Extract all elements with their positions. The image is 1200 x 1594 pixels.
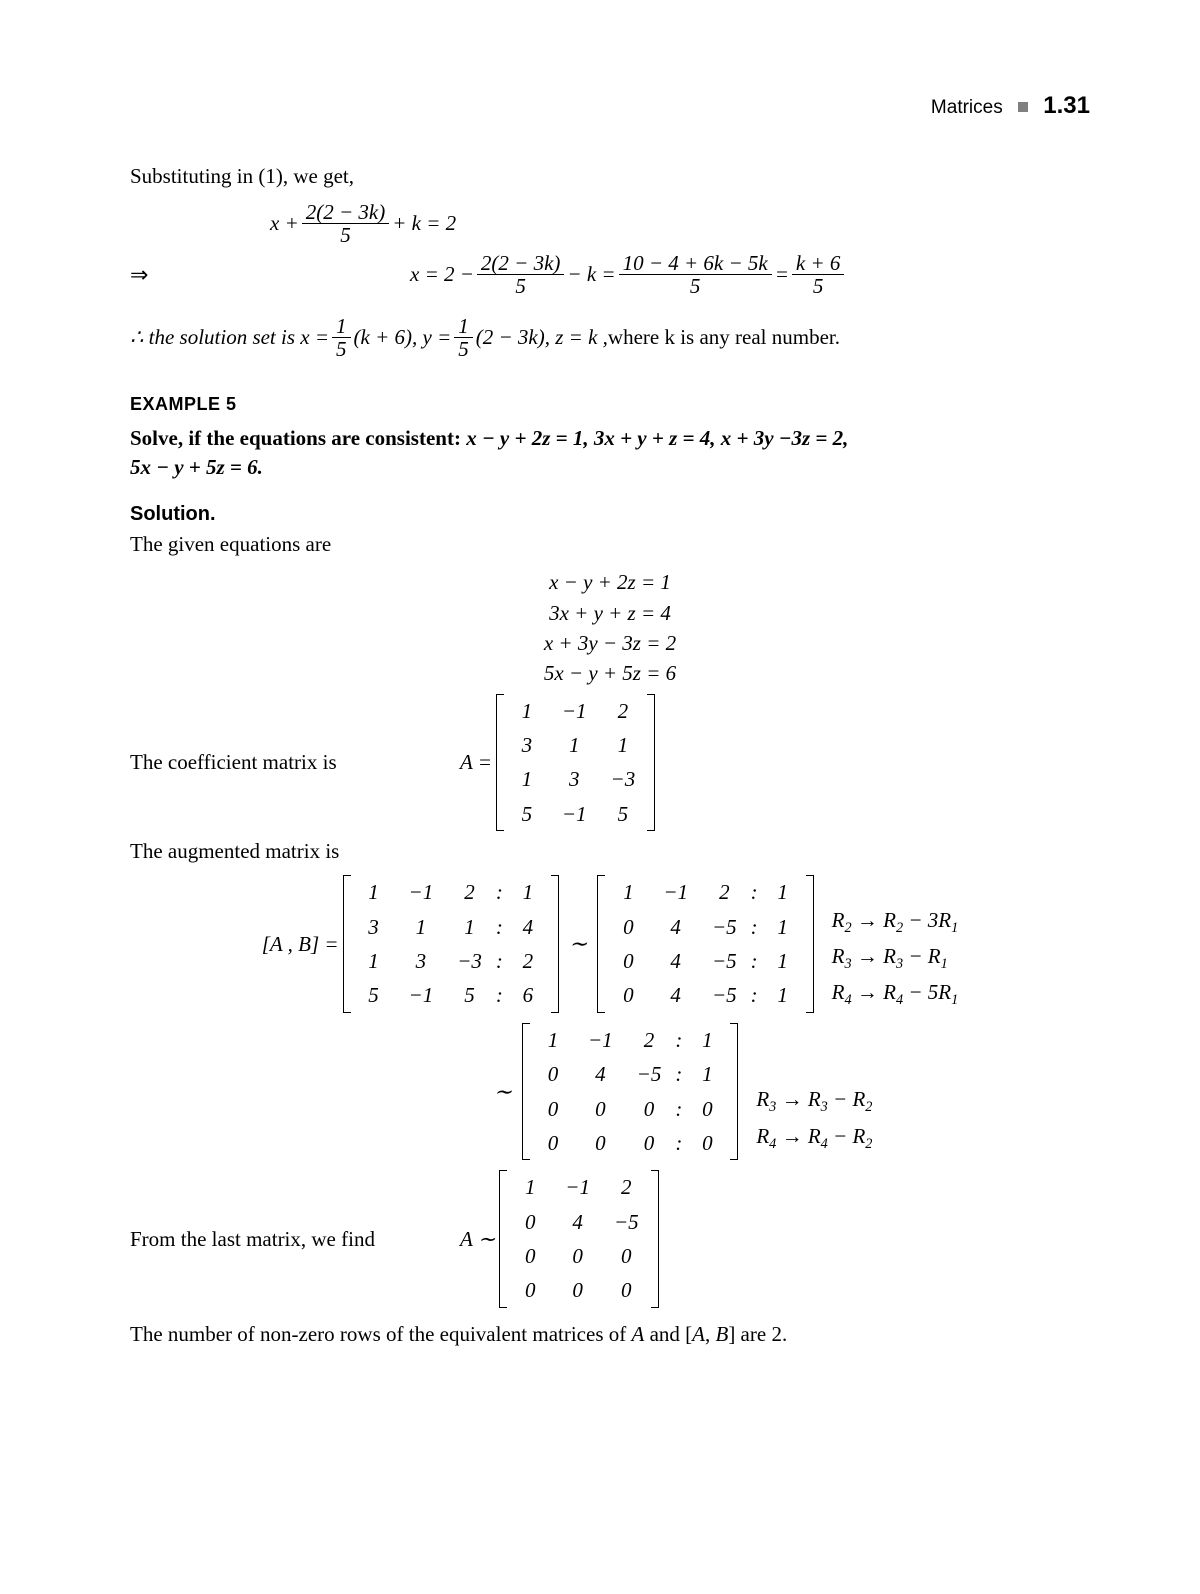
sol-f2-num: 1 [454, 315, 473, 338]
matrix-a: 1−1231113−35−15 [496, 694, 655, 831]
sol-f2-den: 5 [454, 338, 473, 360]
page-number: 1.31 [1043, 92, 1090, 119]
eq2-f3-den: 5 [809, 275, 828, 297]
from-last-label: From the last matrix, we find [130, 1225, 460, 1253]
solution-set-line: ∴ the solution set is x = 1 5 (k + 6), y… [130, 315, 840, 360]
chapter-label: Matrices [931, 97, 1003, 118]
aug-step-1: [A , B] = 1−12:1311:413−3:25−15:6 ∼ 1−12… [130, 875, 1090, 1012]
problem-c: 5x − y + 5z = 6. [130, 455, 263, 479]
tilde-1: ∼ [569, 929, 587, 959]
sol-f2: 1 5 [454, 315, 473, 360]
eq1-frac: 2(2 − 3k) 5 [302, 201, 389, 246]
rowop-2a: R3 → R3 − R2 [756, 1083, 872, 1119]
eq2-f1-num: 2(2 − 3k) [477, 252, 564, 275]
aug-step-1-line: [A , B] = 1−12:1311:413−3:25−15:6 ∼ 1−12… [262, 875, 959, 1012]
matrix-a2-grid: 1−1204−5000000 [507, 1170, 650, 1307]
tilde-2: ∼ [494, 1077, 512, 1107]
substituting-text: Substituting in (1), we get, [130, 162, 1090, 190]
eq2-f2-den: 5 [686, 275, 705, 297]
eq2-c: = [775, 260, 789, 288]
ab-equals: [A , B] = [262, 930, 339, 958]
aug-step-2: ∼ 1−12:104−5:1000:0000:0 R3 → R3 − R2 R4… [130, 1023, 1090, 1160]
given-text: The given equations are [130, 530, 1090, 558]
aug-step-2-line: ∼ 1−12:104−5:1000:0000:0 R3 → R3 − R2 R4… [488, 1023, 873, 1160]
sol-f1-den: 5 [332, 338, 351, 360]
augmented-label: The augmented matrix is [130, 837, 1090, 865]
matrix-m2-grid: 1−12:104−5:104−5:104−5:1 [605, 875, 805, 1012]
rowops-2: R3 → R3 − R2 R4 → R4 − R2 [756, 1027, 872, 1155]
rowop-1c: R4 → R4 − 5R1 [832, 976, 959, 1012]
a-equals: A = [460, 748, 492, 776]
eq2-f1-den: 5 [511, 275, 530, 297]
eq2-f3: k + 6 5 [792, 252, 845, 297]
sol-mid2: (2 − 3k), z = k , [476, 323, 608, 351]
eq1-lhs: x + [270, 209, 299, 237]
solution-heading: Solution. [130, 501, 1090, 528]
eq1-frac-num: 2(2 − 3k) [302, 201, 389, 224]
sol-pre: ∴ the solution set is x = [130, 323, 329, 351]
given-eq-2: 3x + y + z = 4 [130, 599, 1090, 627]
matrix-m2: 1−12:104−5:104−5:104−5:1 [597, 875, 813, 1012]
header-square-icon [1018, 102, 1028, 112]
page: Matrices 1.31 Substituting in (1), we ge… [0, 0, 1200, 1594]
sol-f1: 1 5 [332, 315, 351, 360]
eq1-mid: + k = 2 [392, 209, 456, 237]
matrix-m1-grid: 1−12:1311:413−3:25−15:6 [351, 875, 551, 1012]
coefficient-row: The coefficient matrix is A = 1−1231113−… [130, 694, 1090, 831]
sol-tail: where k is any real number. [608, 323, 840, 351]
reduced-a-line: A ∼ 1−1204−5000000 [460, 1170, 663, 1307]
problem-a: Solve, if the equations are consistent: [130, 426, 466, 450]
eq2-f2: 10 − 4 + 6k − 5k 5 [619, 252, 772, 297]
matrix-m3-grid: 1−12:104−5:1000:0000:0 [530, 1023, 730, 1160]
matrix-a2: 1−1204−5000000 [499, 1170, 658, 1307]
eq2-a: x = 2 − [410, 260, 474, 288]
rowop-2b: R4 → R4 − R2 [756, 1120, 872, 1156]
sol-f1-num: 1 [332, 315, 351, 338]
problem-b: x − y + 2z = 1, 3x + y + z = 4, x + 3y −… [466, 426, 848, 450]
example-problem: Solve, if the equations are consistent: … [130, 424, 1090, 481]
solution-set: ∴ the solution set is x = 1 5 (k + 6), y… [130, 315, 1090, 360]
implies-icon: ⇒ [130, 260, 170, 290]
matrix-m1: 1−12:1311:413−3:25−15:6 [343, 875, 559, 1012]
conclusion-text: The number of non-zero rows of the equiv… [130, 1320, 1090, 1348]
eq2-f1: 2(2 − 3k) 5 [477, 252, 564, 297]
page-header: Matrices 1.31 [130, 90, 1090, 122]
equation-2: x = 2 − 2(2 − 3k) 5 − k = 10 − 4 + 6k − … [410, 252, 847, 297]
given-eq-4: 5x − y + 5z = 6 [130, 659, 1090, 687]
sol-mid1: (k + 6), y = [354, 323, 452, 351]
rowop-1b: R3 → R3 − R1 [832, 940, 959, 976]
matrix-a-grid: 1−1231113−35−15 [504, 694, 647, 831]
matrix-m3: 1−12:104−5:1000:0000:0 [522, 1023, 738, 1160]
a-tilde: A ∼ [460, 1225, 495, 1253]
rowop-1a: R2 → R2 − 3R1 [832, 904, 959, 940]
rowops-1: R2 → R2 − 3R1 R3 → R3 − R1 R4 → R4 − 5R1 [832, 876, 959, 1012]
equation-block-1: x + 2(2 − 3k) 5 + k = 2 [270, 201, 1090, 246]
equation-1: x + 2(2 − 3k) 5 + k = 2 [270, 201, 1090, 246]
equation-block-2: ⇒ x = 2 − 2(2 − 3k) 5 − k = 10 − 4 + 6k … [130, 252, 1090, 297]
given-eq-3: x + 3y − 3z = 2 [130, 629, 1090, 657]
eq2-f3-num: k + 6 [792, 252, 845, 275]
eq2-f2-num: 10 − 4 + 6k − 5k [619, 252, 772, 275]
from-last-row: From the last matrix, we find A ∼ 1−1204… [130, 1170, 1090, 1307]
given-eq-1: x − y + 2z = 1 [130, 568, 1090, 596]
coefficient-matrix-line: A = 1−1231113−35−15 [460, 694, 659, 831]
eq1-frac-den: 5 [336, 224, 355, 246]
coefficient-label: The coefficient matrix is [130, 748, 460, 776]
given-equations: x − y + 2z = 1 3x + y + z = 4 x + 3y − 3… [130, 568, 1090, 687]
eq2-b: − k = [567, 260, 615, 288]
conclusion-a: The number of non-zero rows of the equiv… [130, 1322, 787, 1346]
example-heading: EXAMPLE 5 [130, 392, 1090, 416]
